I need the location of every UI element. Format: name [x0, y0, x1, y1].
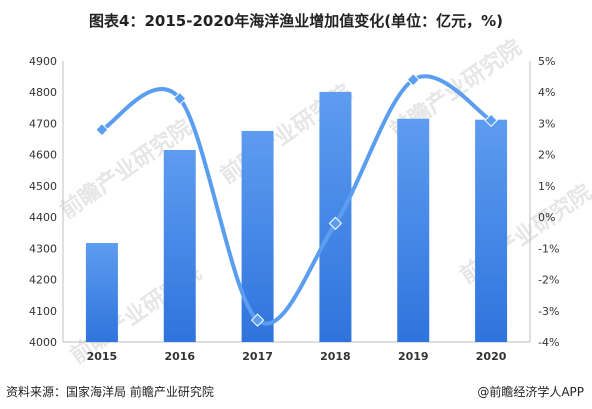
brand-credit: @前瞻经济学人APP — [477, 385, 584, 399]
bar-2016 — [163, 149, 196, 342]
line-point-2015 — [95, 122, 109, 137]
x-tick-label: 2018 — [320, 350, 351, 363]
chart-title: 图表4：2015-2020年海洋渔业增加值变化(单位：亿元，%) — [89, 12, 503, 30]
line-point-2020 — [484, 113, 498, 128]
right-tick-label: -4% — [538, 336, 559, 349]
left-tick-label: 4700 — [29, 117, 57, 130]
right-tick-label: 5% — [538, 55, 555, 68]
left-tick-label: 4600 — [29, 149, 57, 162]
bar-2017 — [241, 130, 274, 342]
left-tick-label: 4300 — [29, 242, 57, 255]
left-tick-label: 4800 — [29, 86, 57, 99]
left-tick-label: 4500 — [29, 180, 57, 193]
right-tick-label: 3% — [538, 117, 555, 130]
right-tick-label: -1% — [538, 242, 559, 255]
x-tick-label: 2017 — [242, 350, 273, 363]
right-tick-label: 0% — [538, 211, 555, 224]
x-tick-label: 2020 — [476, 350, 507, 363]
right-tick-label: 4% — [538, 86, 555, 99]
right-tick-label: 1% — [538, 180, 555, 193]
line-point-2019 — [406, 73, 420, 87]
source-note: 资料来源：国家海洋局 前瞻产业研究院 — [6, 385, 214, 399]
x-tick-label: 2016 — [164, 350, 195, 363]
right-tick-label: -3% — [538, 305, 559, 318]
x-tick-label: 2015 — [87, 350, 118, 363]
bar-2020 — [475, 119, 508, 342]
x-tick-label: 2019 — [398, 350, 429, 363]
bar-2019 — [397, 118, 430, 342]
right-tick-label: 2% — [538, 149, 555, 162]
left-tick-label: 4400 — [29, 211, 57, 224]
left-tick-label: 4100 — [29, 305, 57, 318]
line-point-2017 — [250, 313, 265, 327]
left-tick-label: 4200 — [29, 274, 57, 287]
line-point-2018 — [328, 216, 343, 231]
left-tick-label: 4900 — [29, 55, 57, 68]
bar-2015 — [85, 243, 118, 342]
line-point-2016 — [173, 91, 187, 106]
right-tick-label: -2% — [538, 274, 559, 287]
chart-area: 前瞻产业研究院 前瞻产业研究院 前瞻产业研究院前瞻产业研究院前瞻产业研究院40004… — [29, 34, 592, 369]
left-tick-label: 4000 — [29, 336, 57, 349]
